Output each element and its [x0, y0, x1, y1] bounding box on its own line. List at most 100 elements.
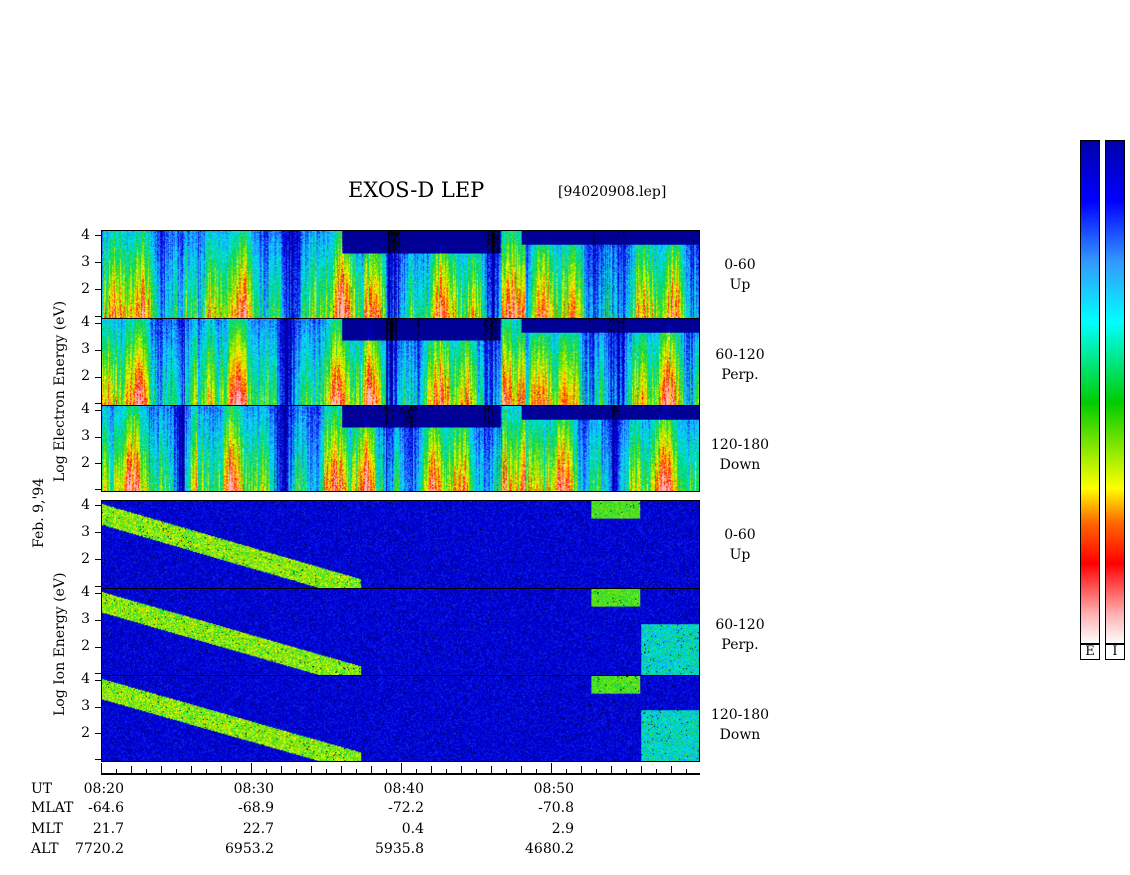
panel-label: 120-180 Down [710, 707, 770, 743]
y-tick-mark [95, 646, 101, 648]
x-tick [176, 769, 177, 773]
y-tick-mark [95, 436, 101, 438]
x-tick [281, 766, 282, 773]
y-tick-label: 2 [81, 368, 90, 384]
y-tick-mark [95, 505, 101, 507]
x-tick [206, 769, 207, 773]
electron-axis-label: Log Electron Energy (eV) [52, 300, 68, 482]
colorbar-label-e: E [1080, 643, 1100, 660]
y-tick-label: 4 [81, 314, 90, 330]
y-tick-mark [95, 316, 101, 318]
row-label-ut: UT [31, 781, 53, 797]
x-tick [326, 769, 327, 773]
ut-value: 08:40 [383, 781, 424, 797]
x-tick [671, 766, 672, 773]
mlat-value: -70.8 [538, 800, 574, 816]
y-tick-label: 2 [81, 725, 90, 741]
x-tick [161, 766, 162, 773]
x-tick [356, 769, 357, 773]
y-tick-label: 3 [81, 341, 90, 357]
y-tick-mark [95, 559, 101, 561]
y-tick-mark [95, 620, 101, 621]
panel-label: 60-120 Perp. [715, 347, 765, 383]
x-tick [491, 766, 492, 773]
x-tick [431, 766, 432, 773]
ion-panel-perp [101, 588, 700, 676]
mlt-value: 21.7 [92, 821, 124, 837]
y-tick-mark [95, 593, 101, 595]
spectrogram [102, 231, 699, 318]
x-tick [101, 763, 102, 773]
x-tick [146, 769, 147, 773]
y-tick-label: 3 [81, 611, 90, 627]
x-tick [131, 766, 132, 773]
y-tick-label: 3 [81, 524, 90, 540]
ion-panel-up [101, 500, 700, 589]
x-tick [371, 766, 372, 773]
x-tick [611, 766, 612, 773]
spectrogram [102, 406, 699, 491]
y-tick-label: 3 [81, 698, 90, 714]
x-tick [386, 769, 387, 773]
x-tick [236, 769, 237, 773]
colorbar-electron [1080, 140, 1100, 645]
panel-label: 120-180 Down [710, 437, 770, 473]
y-tick-mark [95, 706, 101, 708]
y-tick-mark [95, 323, 101, 325]
colorbar-label-i: I [1105, 643, 1125, 660]
y-tick-mark [95, 262, 101, 264]
y-tick-mark [95, 463, 101, 464]
chart-title: EXOS-D LEP [348, 178, 485, 202]
panel-label: 60-120 Perp. [715, 617, 765, 653]
x-tick [401, 763, 402, 773]
x-tick [551, 763, 552, 773]
y-tick-label: 2 [81, 638, 90, 654]
x-tick [596, 769, 597, 773]
y-tick-label: 2 [81, 281, 90, 297]
x-tick [686, 769, 687, 773]
y-tick-label: 4 [81, 227, 90, 243]
spectrogram [102, 319, 699, 405]
y-tick-mark [95, 376, 101, 378]
y-tick-mark [95, 489, 101, 491]
x-tick [341, 766, 342, 773]
y-tick-label: 2 [81, 455, 90, 471]
y-tick-label: 4 [81, 401, 90, 417]
ut-value: 08:30 [233, 781, 274, 797]
ut-value: 08:20 [83, 781, 124, 797]
colorbar-ion [1105, 140, 1125, 645]
x-tick [626, 769, 627, 773]
x-tick [641, 766, 642, 773]
x-tick [536, 769, 537, 773]
ion-axis-label: Log Ion Energy (eV) [52, 572, 68, 716]
mlat-value: -72.2 [388, 800, 424, 816]
x-tick [476, 769, 477, 773]
y-tick-mark [95, 759, 101, 761]
y-tick-label: 4 [81, 497, 90, 513]
x-tick [521, 766, 522, 773]
x-tick [311, 766, 312, 773]
x-tick [461, 766, 462, 773]
panel-label: 0-60 Up [724, 257, 756, 293]
x-tick [251, 763, 252, 773]
y-tick-label: 4 [81, 584, 90, 600]
y-tick-mark [95, 586, 101, 588]
date-label: Feb. 9,'94 [31, 477, 47, 548]
mlat-value: -68.9 [238, 800, 274, 816]
spectrogram [102, 676, 699, 761]
y-tick-label: 4 [81, 671, 90, 687]
y-tick-mark [95, 680, 101, 682]
y-tick-label: 3 [81, 254, 90, 270]
x-tick [506, 769, 507, 773]
y-tick-mark [95, 235, 101, 237]
time-axis [101, 773, 700, 775]
row-label-alt: ALT [31, 841, 59, 857]
x-tick [221, 766, 222, 773]
electron-panel-perp [101, 318, 700, 406]
x-tick [296, 769, 297, 773]
spectrogram [102, 501, 699, 588]
file-name: [94020908.lep] [558, 184, 667, 200]
spectrogram [102, 589, 699, 675]
row-label-mlat: MLAT [31, 800, 74, 816]
alt-value: 5935.8 [375, 841, 424, 857]
